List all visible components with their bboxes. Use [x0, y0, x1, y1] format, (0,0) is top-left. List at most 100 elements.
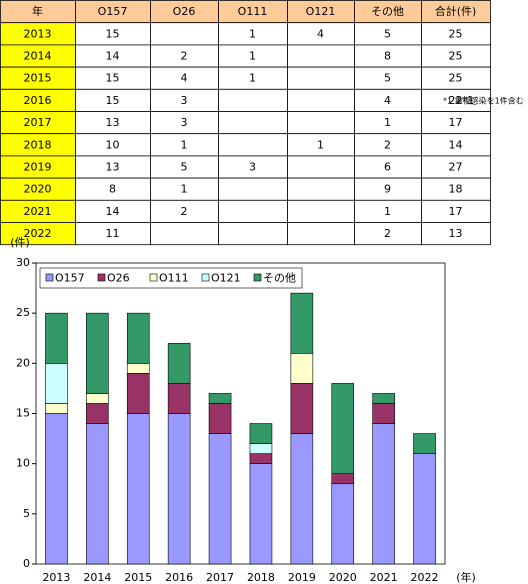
legend-swatch	[149, 273, 158, 282]
bar-segment	[290, 292, 314, 354]
table-year: 2017	[24, 116, 52, 129]
legend-box	[39, 267, 303, 289]
table-total: 22	[449, 94, 463, 107]
legend-swatch	[253, 273, 262, 282]
x-tick-label: 2021	[370, 571, 398, 584]
table-value: 4	[317, 27, 324, 40]
table-cell	[287, 222, 355, 246]
bar-segment	[86, 423, 109, 565]
legend-swatch	[45, 273, 54, 282]
table-cell	[150, 222, 219, 246]
table-year: 2022	[24, 227, 52, 240]
table-value: 15	[106, 94, 120, 107]
table-cell	[218, 88, 288, 112]
table-cell	[287, 44, 355, 68]
table-value: 2	[181, 50, 188, 63]
table-header: その他	[371, 5, 404, 18]
table-header: O111	[238, 5, 268, 18]
bar-segment	[126, 312, 150, 364]
table-year: 2021	[24, 205, 52, 218]
bar-segment	[45, 413, 68, 565]
legend-label: O157	[55, 272, 85, 285]
legend-label: O111	[159, 272, 189, 285]
table-value: 13	[106, 161, 120, 174]
table-value: 3	[181, 94, 188, 107]
table-header: O121	[306, 5, 336, 18]
x-tick-label: 2018	[247, 571, 275, 584]
table-value: 5	[384, 27, 391, 40]
table-value: 1	[317, 138, 324, 151]
y-tick-label: 30	[16, 256, 30, 269]
bar-segment	[249, 453, 273, 464]
legend-label: その他	[263, 272, 296, 285]
table-value: 6	[384, 161, 391, 174]
bar-segment	[167, 383, 191, 414]
y-tick-label: 10	[16, 457, 30, 470]
y-tick-label: 25	[16, 306, 30, 319]
bar-segment	[167, 413, 191, 565]
bar-segment	[290, 352, 314, 384]
table-cell	[150, 22, 219, 46]
table-cell	[218, 133, 288, 157]
x-tick-label: 2016	[165, 571, 193, 584]
y-tick-label: 0	[23, 557, 30, 570]
table-cell	[287, 155, 355, 179]
bar-segment	[167, 342, 191, 384]
table-value: 2	[384, 138, 391, 151]
bar-segment	[45, 403, 68, 414]
table-cell	[287, 66, 355, 90]
table-cell	[218, 222, 288, 246]
table-header: 年	[32, 4, 43, 18]
x-tick-label: 2022	[411, 571, 439, 584]
table-cell	[218, 199, 288, 223]
bar-segment	[45, 312, 68, 364]
bar-segment	[208, 403, 232, 434]
table-value: 5	[181, 161, 188, 174]
bar-segment	[372, 423, 395, 565]
table-total: 25	[449, 50, 463, 63]
table-total: 25	[449, 72, 463, 85]
bar-segment	[331, 383, 355, 474]
table-cell	[287, 199, 355, 223]
table-value: 14	[106, 50, 120, 63]
bar-segment	[290, 433, 314, 565]
bar-segment	[249, 463, 273, 565]
bar-segment	[86, 403, 109, 424]
y-tick-label: 20	[16, 356, 30, 369]
footnote: *1 重複感染を1件含む	[443, 95, 524, 105]
legend-swatch	[201, 273, 210, 282]
table-cell	[218, 111, 288, 135]
y-tick-label: 5	[23, 507, 30, 520]
table-cell	[287, 111, 355, 135]
table-value: 11	[106, 227, 120, 240]
bar-segment	[45, 363, 68, 404]
table-total: 13	[449, 227, 463, 240]
legend-swatch	[97, 273, 106, 282]
table-value: 3	[181, 116, 188, 129]
x-axis-label: (年)	[456, 570, 476, 584]
x-tick-label: 2014	[83, 571, 111, 584]
table-value: 15	[106, 72, 120, 85]
table-value: 9	[384, 183, 391, 196]
table-value: 10	[106, 138, 120, 151]
table-value: 1	[181, 183, 188, 196]
bar-segment	[86, 312, 109, 394]
bar-segment	[331, 483, 355, 565]
table-header: 合計(件)	[435, 4, 477, 18]
table-total: 14	[449, 138, 463, 151]
bar-segment	[413, 453, 436, 565]
table-value: 2	[384, 227, 391, 240]
table-cell	[287, 88, 355, 112]
legend-label: O121	[211, 272, 241, 285]
bar-segment	[126, 413, 150, 565]
table-value: 1	[249, 27, 256, 40]
legend-label: O26	[107, 272, 130, 285]
bar-segment	[249, 443, 273, 454]
table-value: 1	[249, 72, 256, 85]
y-tick-label: 15	[16, 407, 30, 420]
bar-segment	[208, 393, 232, 404]
table-value: 1	[384, 116, 391, 129]
bar-segment	[249, 423, 273, 444]
bar-segment	[86, 393, 109, 404]
bar-segment	[126, 373, 150, 414]
